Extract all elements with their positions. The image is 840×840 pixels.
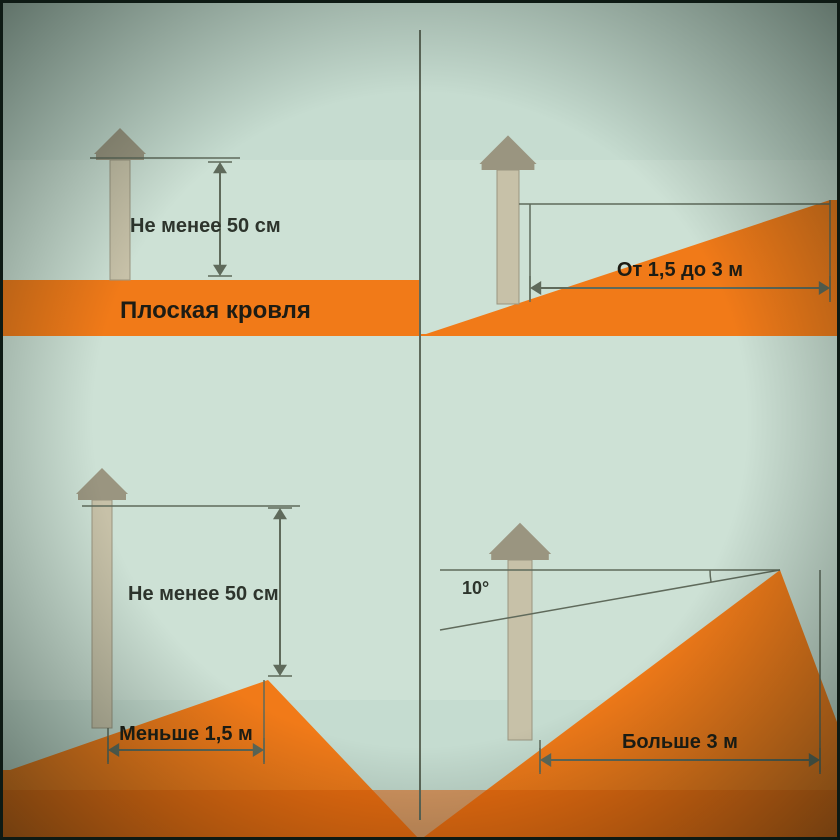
svg-text:От 1,5 до 3 м: От 1,5 до 3 м xyxy=(617,259,743,281)
svg-text:Больше 3 м: Больше 3 м xyxy=(622,731,738,753)
diagram-root: Не менее 50 см Плоская кровля От 1,5 до 3 … xyxy=(0,0,840,840)
svg-text:Меньше 1,5 м: Меньше 1,5 м xyxy=(119,723,253,745)
svg-text:10°: 10° xyxy=(462,578,489,598)
svg-text:Не менее 50 см: Не менее 50 см xyxy=(130,215,281,237)
svg-text:Плоская кровля: Плоская кровля xyxy=(120,297,311,324)
diagram-svg: Не менее 50 см Плоская кровля От 1,5 до 3 … xyxy=(0,0,840,840)
svg-text:Не менее 50 см: Не менее 50 см xyxy=(128,583,279,605)
